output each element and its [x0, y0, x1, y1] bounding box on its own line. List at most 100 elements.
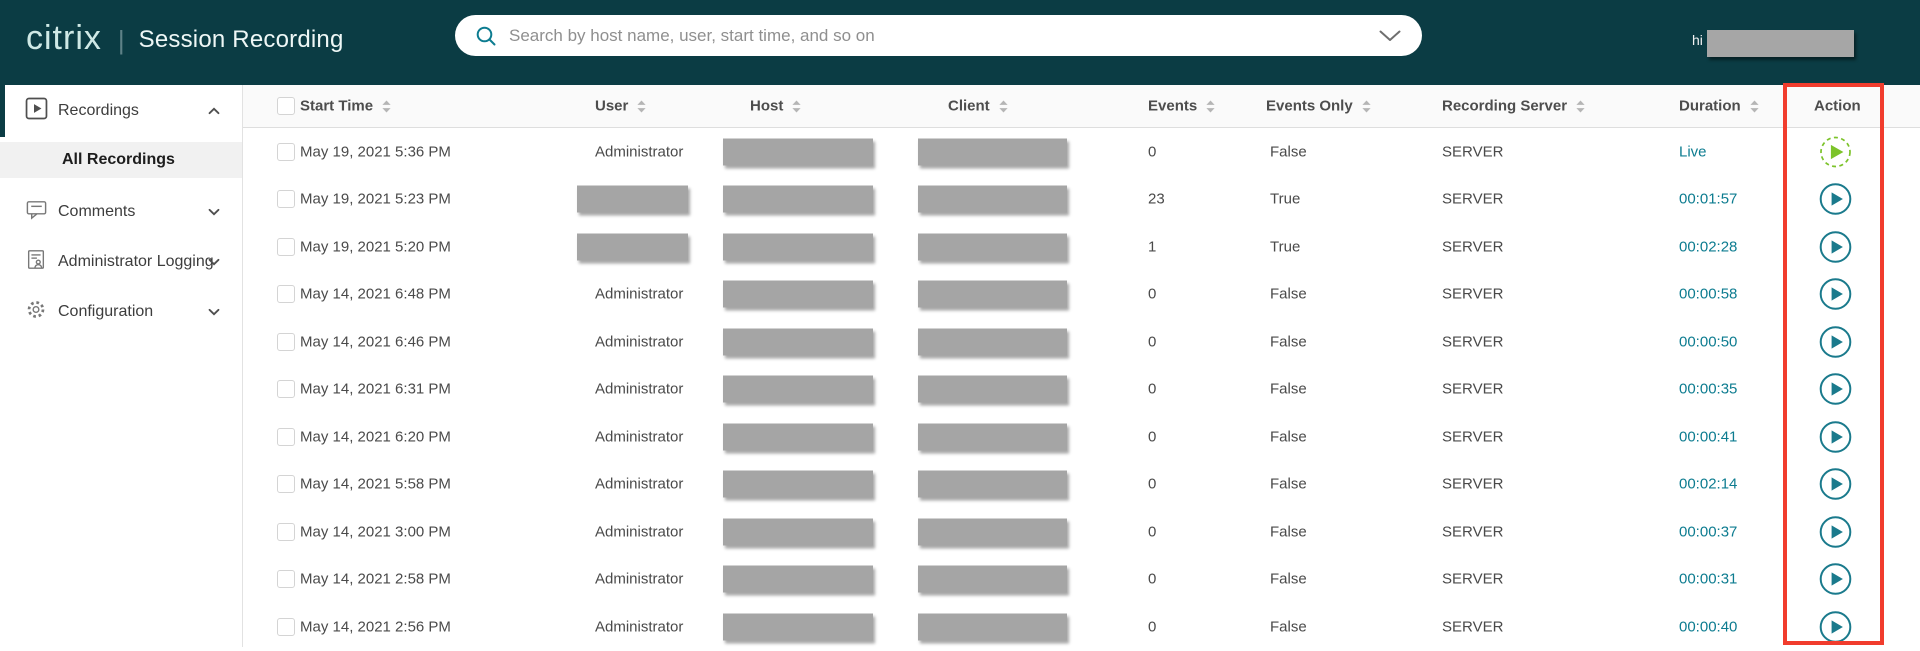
column-header-client[interactable]: Client	[948, 98, 1009, 115]
table-row: May 14, 2021 6:48 PM Administrator 0 Fal…	[243, 270, 1920, 318]
play-button[interactable]	[1819, 515, 1852, 548]
sidebar-item-configuration[interactable]: Configuration	[0, 287, 242, 337]
sort-icon[interactable]	[1205, 99, 1216, 113]
start-time-cell: May 19, 2021 5:23 PM	[300, 190, 451, 208]
sort-icon[interactable]	[1749, 99, 1760, 113]
duration-link[interactable]: 00:00:40	[1679, 618, 1738, 636]
duration-link[interactable]: 00:00:41	[1679, 428, 1738, 446]
row-checkbox[interactable]	[277, 190, 295, 209]
column-header-events[interactable]: Events	[1148, 98, 1216, 115]
host-redaction-box	[723, 375, 873, 403]
row-checkbox[interactable]	[277, 570, 295, 589]
events-only-cell: False	[1270, 428, 1307, 446]
recording-server-cell: SERVER	[1442, 475, 1504, 493]
sidebar-item-administrator-logging[interactable]: Administrator Logging	[0, 237, 242, 287]
events-cell: 0	[1148, 428, 1157, 446]
client-redaction-box	[918, 423, 1067, 451]
play-button[interactable]	[1819, 563, 1852, 596]
admin-logging-icon	[25, 248, 47, 276]
play-button[interactable]	[1819, 468, 1852, 501]
duration-link[interactable]: 00:00:35	[1679, 380, 1738, 398]
duration-link[interactable]: 00:01:57	[1679, 190, 1738, 208]
sort-icon[interactable]	[1575, 99, 1586, 113]
top-bar: citrix | Session Recording hi	[0, 0, 1920, 85]
duration-link[interactable]: 00:02:28	[1679, 238, 1738, 256]
row-checkbox[interactable]	[277, 475, 295, 494]
column-header-host[interactable]: Host	[750, 98, 802, 115]
select-all-checkbox[interactable]	[277, 97, 295, 115]
events-only-cell: False	[1270, 380, 1307, 398]
events-only-cell: False	[1270, 285, 1307, 303]
sidebar-item-recordings[interactable]: Recordings	[0, 85, 242, 137]
search-bar[interactable]	[455, 15, 1422, 56]
row-checkbox[interactable]	[277, 332, 295, 351]
user-redaction-box	[577, 233, 688, 261]
play-button[interactable]	[1819, 610, 1852, 643]
row-checkbox[interactable]	[277, 380, 295, 399]
duration-link[interactable]: 00:00:37	[1679, 523, 1738, 541]
start-time-cell: May 14, 2021 2:56 PM	[300, 618, 451, 636]
chevron-down-icon	[208, 303, 220, 321]
events-cell: 0	[1148, 570, 1157, 588]
row-checkbox[interactable]	[277, 142, 295, 161]
client-redaction-box	[918, 138, 1067, 166]
sort-icon[interactable]	[381, 99, 392, 113]
duration-link[interactable]: Live	[1679, 143, 1707, 161]
recording-server-cell: SERVER	[1442, 238, 1504, 256]
sort-icon[interactable]	[791, 99, 802, 113]
duration-link[interactable]: 00:00:31	[1679, 570, 1738, 588]
play-icon	[1819, 183, 1852, 216]
play-button[interactable]	[1819, 183, 1852, 216]
events-cell: 0	[1148, 380, 1157, 398]
row-checkbox[interactable]	[277, 285, 295, 304]
play-button[interactable]	[1819, 230, 1852, 263]
events-only-cell: False	[1270, 618, 1307, 636]
row-checkbox[interactable]	[277, 427, 295, 446]
column-header-duration[interactable]: Duration	[1679, 98, 1760, 115]
duration-link[interactable]: 00:00:58	[1679, 285, 1738, 303]
table-body: May 19, 2021 5:36 PM Administrator 0 Fal…	[243, 128, 1920, 651]
username-redaction-box	[1707, 30, 1854, 57]
play-icon	[1819, 325, 1852, 358]
play-button[interactable]	[1819, 325, 1852, 358]
search-input[interactable]	[509, 25, 1366, 46]
play-button[interactable]	[1819, 135, 1852, 168]
play-button[interactable]	[1819, 420, 1852, 453]
column-header-events-only[interactable]: Events Only	[1266, 98, 1372, 115]
sidebar-item-comments[interactable]: Comments	[0, 187, 242, 237]
host-redaction-box	[723, 423, 873, 451]
duration-link[interactable]: 00:00:50	[1679, 333, 1738, 351]
column-header-user[interactable]: User	[595, 98, 647, 115]
duration-link[interactable]: 00:02:14	[1679, 475, 1738, 493]
client-redaction-box	[918, 280, 1067, 308]
recordings-icon	[25, 97, 48, 125]
play-icon	[1819, 373, 1852, 406]
row-checkbox[interactable]	[277, 522, 295, 541]
sort-icon[interactable]	[998, 99, 1009, 113]
page-title: Session Recording	[138, 26, 344, 53]
sidebar-item-label: All Recordings	[62, 151, 175, 168]
column-header-start-time[interactable]: Start Time	[300, 98, 392, 115]
host-redaction-box	[723, 470, 873, 498]
client-redaction-box	[918, 328, 1067, 356]
sidebar-item-label: Comments	[58, 203, 136, 220]
events-only-cell: False	[1270, 333, 1307, 351]
sidebar-item-all-recordings[interactable]: All Recordings	[0, 142, 242, 178]
client-redaction-box	[918, 518, 1067, 546]
column-label: Events Only	[1266, 97, 1353, 115]
sort-icon[interactable]	[1361, 99, 1372, 113]
column-header-recording-server[interactable]: Recording Server	[1442, 98, 1586, 115]
play-button[interactable]	[1819, 373, 1852, 406]
table-row: May 14, 2021 6:20 PM Administrator 0 Fal…	[243, 413, 1920, 461]
host-redaction-box	[723, 280, 873, 308]
row-checkbox[interactable]	[277, 617, 295, 636]
row-checkbox[interactable]	[277, 237, 295, 256]
chevron-down-icon[interactable]	[1378, 29, 1402, 43]
sort-icon[interactable]	[636, 99, 647, 113]
table-row: May 19, 2021 5:20 PM 1 True SERVER 00:02…	[243, 223, 1920, 271]
table-row: May 14, 2021 2:58 PM Administrator 0 Fal…	[243, 555, 1920, 603]
play-button[interactable]	[1819, 278, 1852, 311]
events-cell: 0	[1148, 143, 1157, 161]
host-redaction-box	[723, 518, 873, 546]
play-icon	[1819, 610, 1852, 643]
